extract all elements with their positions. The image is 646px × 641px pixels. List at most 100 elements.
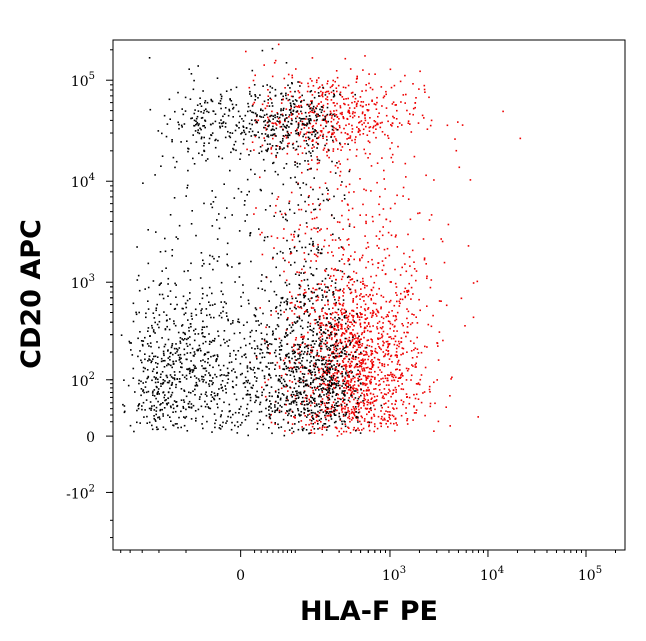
red-event-point bbox=[400, 388, 403, 390]
black-event-point bbox=[220, 414, 222, 416]
red-event-point bbox=[339, 384, 341, 387]
black-event-point bbox=[318, 419, 321, 421]
black-event-point bbox=[277, 173, 279, 176]
black-event-point bbox=[176, 378, 179, 380]
black-event-point bbox=[255, 134, 257, 136]
black-event-point bbox=[295, 359, 298, 361]
black-event-point bbox=[220, 281, 223, 284]
red-event-point bbox=[334, 80, 336, 83]
black-event-point bbox=[150, 345, 152, 348]
red-event-point bbox=[348, 244, 350, 246]
red-event-point bbox=[362, 203, 364, 206]
black-event-point bbox=[275, 154, 277, 157]
red-event-point bbox=[340, 325, 343, 327]
red-event-point bbox=[301, 124, 304, 126]
red-event-point bbox=[398, 305, 401, 307]
black-event-point bbox=[185, 378, 188, 380]
red-event-point bbox=[391, 310, 393, 312]
red-event-point bbox=[340, 131, 343, 134]
black-event-point bbox=[300, 272, 302, 274]
red-event-point bbox=[309, 110, 312, 113]
black-event-point bbox=[190, 403, 193, 405]
red-event-point bbox=[354, 380, 356, 383]
black-event-point bbox=[294, 400, 296, 402]
black-event-point bbox=[310, 409, 313, 412]
red-event-point bbox=[385, 349, 388, 351]
red-event-point bbox=[319, 350, 322, 352]
red-event-point bbox=[366, 407, 369, 410]
red-event-point bbox=[335, 368, 338, 371]
black-event-point bbox=[171, 249, 174, 251]
red-event-point bbox=[270, 314, 272, 316]
red-event-point bbox=[411, 357, 414, 359]
black-event-point bbox=[165, 314, 168, 316]
red-event-point bbox=[382, 351, 385, 353]
red-event-point bbox=[361, 370, 364, 372]
red-event-point bbox=[395, 286, 398, 288]
red-event-point bbox=[445, 406, 447, 408]
black-event-point bbox=[203, 125, 205, 127]
black-event-point bbox=[285, 134, 287, 137]
black-event-point bbox=[266, 148, 269, 151]
red-event-point bbox=[367, 261, 370, 263]
red-event-point bbox=[440, 300, 442, 302]
black-event-point bbox=[204, 126, 206, 129]
red-event-point bbox=[318, 317, 321, 319]
red-event-point bbox=[350, 364, 353, 367]
red-event-point bbox=[274, 211, 277, 214]
red-event-point bbox=[336, 370, 339, 372]
black-event-point bbox=[160, 282, 162, 284]
red-event-point bbox=[346, 411, 349, 413]
red-event-point bbox=[378, 320, 381, 323]
red-event-point bbox=[276, 198, 279, 200]
black-event-point bbox=[225, 422, 227, 424]
black-event-point bbox=[151, 405, 153, 407]
black-event-point bbox=[179, 337, 182, 339]
black-event-point bbox=[306, 407, 309, 410]
black-event-point bbox=[238, 127, 240, 129]
red-event-point bbox=[348, 107, 351, 109]
black-event-point bbox=[298, 421, 300, 423]
black-event-point bbox=[283, 147, 285, 149]
red-event-point bbox=[347, 380, 350, 382]
black-event-point bbox=[164, 343, 167, 346]
red-event-point bbox=[374, 388, 377, 390]
red-event-point bbox=[359, 258, 361, 260]
red-event-point bbox=[320, 131, 323, 133]
black-event-point bbox=[322, 368, 324, 370]
black-event-point bbox=[292, 102, 295, 105]
red-event-point bbox=[347, 260, 349, 262]
black-event-point bbox=[251, 105, 254, 107]
black-event-point bbox=[141, 408, 143, 411]
red-event-point bbox=[317, 355, 320, 358]
black-event-point bbox=[311, 387, 313, 389]
red-event-point bbox=[413, 342, 415, 345]
black-event-point bbox=[150, 409, 152, 411]
red-event-point bbox=[387, 120, 389, 123]
black-event-point bbox=[186, 187, 188, 189]
red-event-point bbox=[356, 307, 358, 309]
red-event-point bbox=[281, 113, 284, 116]
black-event-point bbox=[345, 413, 347, 416]
red-event-point bbox=[399, 363, 401, 366]
black-event-point bbox=[228, 110, 231, 112]
black-event-point bbox=[314, 389, 317, 391]
red-event-point bbox=[353, 281, 356, 283]
red-event-point bbox=[377, 337, 379, 340]
red-event-point bbox=[417, 352, 420, 354]
black-event-point bbox=[271, 395, 273, 398]
red-event-point bbox=[351, 340, 354, 342]
black-event-point bbox=[334, 398, 336, 401]
black-event-point bbox=[272, 118, 274, 120]
black-event-point bbox=[266, 346, 269, 349]
red-event-point bbox=[392, 389, 395, 392]
red-event-point bbox=[316, 415, 318, 418]
black-event-point bbox=[241, 372, 243, 375]
black-event-point bbox=[260, 410, 263, 413]
black-event-point bbox=[290, 401, 293, 403]
red-event-point bbox=[297, 122, 300, 124]
red-event-point bbox=[472, 316, 475, 319]
black-event-point bbox=[247, 110, 249, 113]
black-event-point bbox=[172, 353, 174, 356]
black-event-point bbox=[327, 380, 329, 382]
